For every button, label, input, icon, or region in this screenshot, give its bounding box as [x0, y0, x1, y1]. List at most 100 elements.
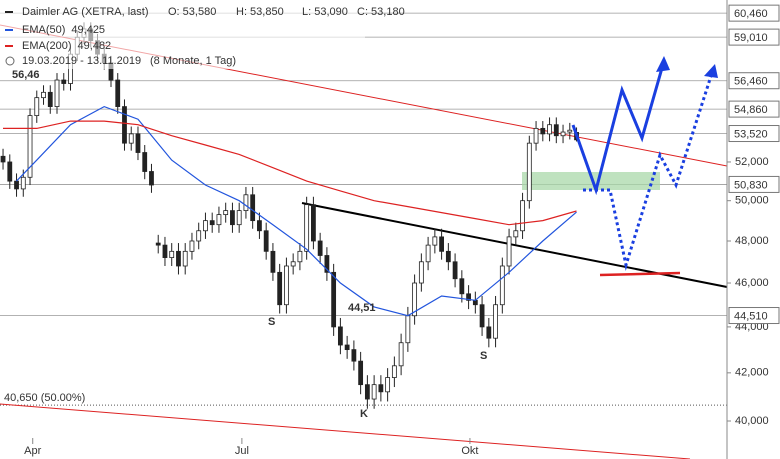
candle-body [122, 106, 127, 144]
arrow-head [704, 64, 718, 78]
legend-label: EMA(50) [22, 24, 65, 36]
level-box [728, 175, 780, 193]
candle-body [304, 204, 310, 252]
candle-body [47, 91, 53, 107]
candle-body [196, 230, 202, 242]
candle-body [425, 244, 431, 263]
candle-body [499, 265, 505, 306]
candle-body [297, 250, 303, 263]
candle-body [54, 79, 60, 107]
candle-body [432, 236, 438, 246]
annotation: S [268, 316, 275, 328]
candle-body [115, 79, 121, 107]
chart-title: Daimler AG (XETRA, last) [22, 6, 149, 18]
candle-body [142, 152, 148, 172]
forecast-arrow [571, 67, 664, 196]
annotation: K [360, 408, 368, 420]
x-tick-label: Jul [235, 445, 249, 457]
candle-body [439, 236, 444, 252]
candle-body [176, 250, 181, 267]
lower-trendline [0, 403, 691, 459]
candle-body [263, 230, 269, 252]
period-note: (8 Monate, 1 Tag) [150, 55, 236, 67]
candle-body [0, 155, 6, 163]
candle-body [162, 244, 168, 258]
candle-body [560, 131, 566, 137]
candle-body [486, 326, 492, 339]
level-box [728, 4, 780, 22]
candle-body [506, 236, 512, 267]
fib-label: 40,650 (50.00%) [4, 392, 85, 404]
candle-body [277, 271, 283, 306]
candle-body [513, 230, 519, 238]
level-box [728, 72, 780, 90]
candle-body [284, 265, 289, 306]
candle-body [27, 115, 33, 178]
candle-body [533, 127, 539, 144]
forecast-arrow-alt [583, 75, 713, 271]
x-tick-label: Okt [461, 445, 478, 457]
candle-body [236, 210, 242, 226]
candle-body [371, 384, 377, 400]
level-box [728, 100, 780, 118]
ohlc: L: 53,090 [302, 6, 348, 18]
candle-body [418, 261, 424, 284]
y-tick-label: 40,000 [735, 415, 769, 427]
y-tick-label: 46,000 [735, 277, 769, 289]
candle-body [520, 200, 525, 232]
arrow-head [656, 56, 670, 72]
level-label: 44,510 [734, 310, 768, 322]
candle-body [270, 250, 276, 273]
candle-body [472, 299, 478, 306]
candle-body [405, 315, 411, 344]
x-tick-label: Apr [24, 445, 41, 457]
candle-body [311, 204, 316, 242]
legend-value: 49,482 [78, 40, 112, 52]
candle-body [41, 91, 46, 99]
candle-body [385, 377, 391, 393]
legend: Daimler AG (XETRA, last) O: 53,580 H: 53… [0, 3, 405, 69]
candle-body [412, 282, 418, 317]
candle-body [398, 342, 404, 367]
legend-value: 49,425 [71, 24, 105, 36]
candle-body [189, 240, 195, 252]
candle-body [567, 129, 573, 133]
candle-body [526, 142, 532, 202]
candle-body [459, 278, 465, 295]
legend-bg [0, 3, 365, 69]
legend-label: EMA(200) [22, 40, 72, 52]
candle-body [182, 250, 188, 267]
candle-body [466, 293, 471, 301]
candle-body [290, 261, 296, 267]
candle-body [230, 210, 235, 226]
level-label: 60,460 [734, 8, 768, 20]
candle-body [331, 271, 337, 328]
candle-body [250, 194, 256, 222]
candle-body [337, 326, 343, 346]
candle-body [479, 304, 485, 328]
level-label: 54,860 [734, 104, 768, 116]
candle-body [317, 240, 323, 256]
candle-body [7, 161, 13, 182]
candle-body [324, 255, 330, 273]
candle-body [547, 124, 552, 135]
candle-body [493, 304, 498, 339]
candle-body [351, 349, 357, 362]
candle-body [223, 210, 229, 216]
level-box [728, 307, 780, 325]
candle-body [14, 180, 19, 190]
candle-body [391, 365, 397, 378]
y-tick-label: 52,000 [735, 156, 769, 168]
support-zone [522, 172, 660, 190]
candle-body [128, 133, 134, 144]
y-tick-label: 42,000 [735, 367, 769, 379]
candle-body [135, 133, 141, 153]
ohlc: H: 53,850 [236, 6, 284, 18]
candle-body [155, 242, 161, 246]
annotation: 44,51 [348, 302, 376, 314]
ohlc: C: 53,180 [357, 6, 405, 18]
candle-body [452, 261, 458, 280]
candle-body [203, 220, 208, 232]
y-tick-label: 50,000 [735, 195, 769, 207]
